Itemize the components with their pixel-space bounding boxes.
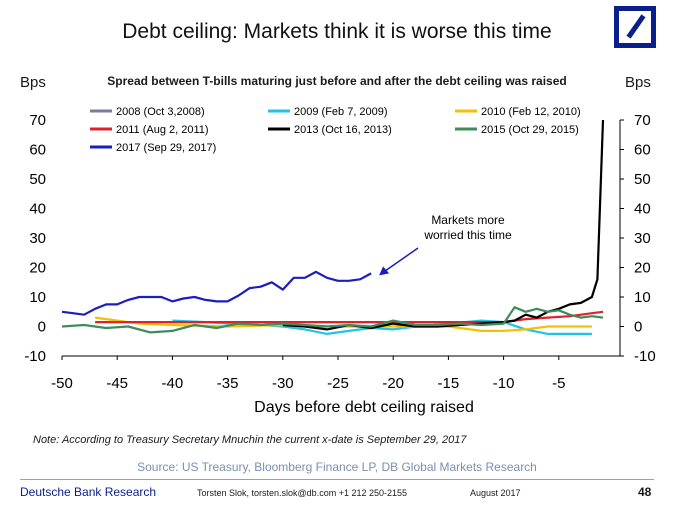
chart-note: Note: According to Treasury Secretary Mn… xyxy=(33,434,467,446)
annotation-arrow-line xyxy=(382,247,419,274)
x-tick-label: -30 xyxy=(272,375,294,392)
annotation-arrow-head xyxy=(379,266,390,276)
left-unit-label: Bps xyxy=(20,74,46,91)
y-tick-label-right: 30 xyxy=(634,230,651,247)
chart-title: Spread between T-bills maturing just bef… xyxy=(107,74,567,88)
legend-label: 2015 (Oct 29, 2015) xyxy=(481,124,579,136)
y-tick-label-right: 70 xyxy=(634,112,651,129)
x-axis-label: Days before debt ceiling raised xyxy=(254,399,474,416)
annotation-text: worried this time xyxy=(423,228,512,242)
x-tick-label: -10 xyxy=(493,375,515,392)
right-unit-label: Bps xyxy=(625,74,651,91)
y-tick-label-right: 60 xyxy=(634,142,651,159)
y-tick-label-left: 0 xyxy=(38,319,46,336)
footer-date: August 2017 xyxy=(470,488,521,498)
series-line xyxy=(61,270,372,316)
footer-divider xyxy=(20,479,654,480)
y-tick-label-right: 50 xyxy=(634,171,651,188)
legend-label: 2008 (Oct 3,2008) xyxy=(116,106,205,118)
y-tick-label-right: 10 xyxy=(634,289,651,306)
y-tick-label-left: 70 xyxy=(29,112,46,129)
x-tick-label: -40 xyxy=(162,375,184,392)
y-tick-label-left: -10 xyxy=(24,348,46,365)
page-number: 48 xyxy=(638,485,652,499)
logo-inner-square xyxy=(619,11,651,43)
series-line xyxy=(95,310,604,324)
page-title: Debt ceiling: Markets think it is worse … xyxy=(122,20,552,43)
source-line: Source: US Treasury, Bloomberg Finance L… xyxy=(137,460,537,474)
footer-author: Torsten Slok, torsten.slok@db.com +1 212… xyxy=(197,488,408,498)
y-tick-label-right: 0 xyxy=(634,319,642,336)
y-tick-label-right: 20 xyxy=(634,260,651,277)
y-tick-label-left: 10 xyxy=(29,289,46,306)
legend-label: 2010 (Feb 12, 2010) xyxy=(481,106,581,118)
y-tick-label-right: 40 xyxy=(634,201,651,218)
x-tick-label: -25 xyxy=(327,375,349,392)
x-tick-label: -35 xyxy=(217,375,239,392)
x-tick-label: -20 xyxy=(382,375,404,392)
x-tick-label: -50 xyxy=(51,375,73,392)
x-tick-label: -15 xyxy=(438,375,460,392)
y-tick-label-left: 20 xyxy=(29,260,46,277)
x-tick-label: -5 xyxy=(552,375,565,392)
legend-label: 2017 (Sep 29, 2017) xyxy=(116,142,216,154)
y-tick-label-left: 50 xyxy=(29,171,46,188)
footer-brand: Deutsche Bank Research xyxy=(20,485,157,499)
legend-label: 2013 (Oct 16, 2013) xyxy=(294,124,392,136)
y-tick-label-left: 40 xyxy=(29,201,46,218)
y-tick-label-right: -10 xyxy=(634,348,656,365)
legend-label: 2011 (Aug 2, 2011) xyxy=(116,124,209,136)
deutsche-bank-logo xyxy=(614,6,656,48)
y-tick-label-left: 60 xyxy=(29,142,46,159)
annotation-text: Markets more xyxy=(431,213,505,227)
series-line xyxy=(61,306,604,334)
x-tick-label: -45 xyxy=(106,375,128,392)
series-line xyxy=(94,316,592,332)
y-tick-label-left: 30 xyxy=(29,230,46,247)
legend-label: 2009 (Feb 7, 2009) xyxy=(294,106,388,118)
